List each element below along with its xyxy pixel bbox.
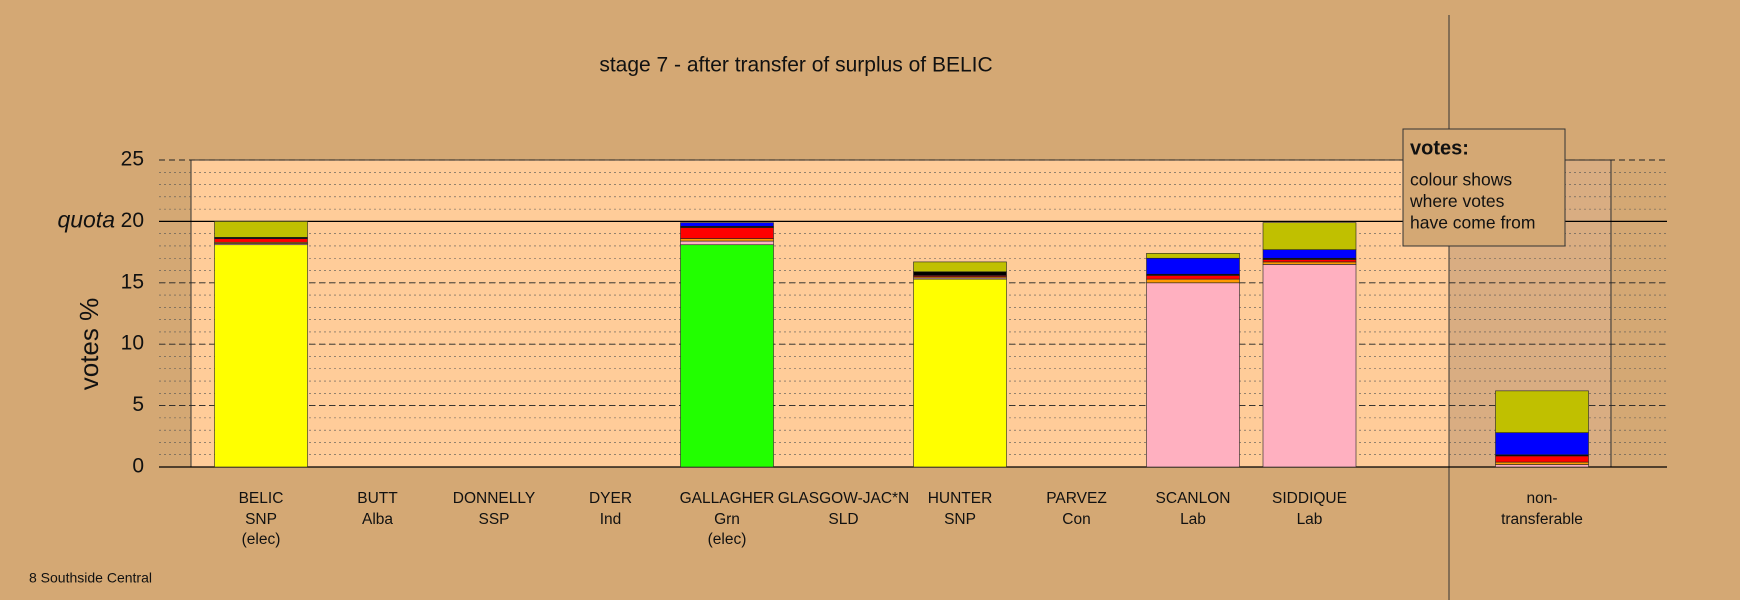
x-tick-label: non- xyxy=(1526,490,1557,507)
bar-segment xyxy=(1262,261,1357,265)
legend-text: where votes xyxy=(1409,191,1505,211)
bar-segment xyxy=(680,244,774,468)
x-tick-label: BUTT xyxy=(357,490,398,507)
party-label: SSP xyxy=(478,511,509,528)
footer: 8 Southside Central xyxy=(29,570,152,586)
bar-segment xyxy=(680,227,774,239)
party-label: Lab xyxy=(1297,511,1323,528)
bar-segment xyxy=(1146,275,1240,280)
bar-segment xyxy=(1495,464,1589,468)
party-label: transferable xyxy=(1501,511,1583,528)
status-label: (elec) xyxy=(708,531,747,548)
bar-segment xyxy=(680,222,774,227)
y-axis-label: votes % xyxy=(74,298,104,391)
bar-segment xyxy=(1146,253,1240,259)
bar-segment xyxy=(1262,249,1357,259)
party-label: SLD xyxy=(828,511,858,528)
party-label: Con xyxy=(1062,511,1090,528)
bar-segment xyxy=(1495,455,1589,463)
bar-segment xyxy=(214,244,308,468)
x-tick-label: SCANLON xyxy=(1156,490,1231,507)
party-label: SNP xyxy=(245,511,277,528)
chart-title: stage 7 - after transfer of surplus of B… xyxy=(599,54,992,77)
legend-text: have come from xyxy=(1410,213,1535,233)
bar-segment xyxy=(1262,264,1357,468)
party-label: SNP xyxy=(944,511,976,528)
quota-label: quota xyxy=(57,206,115,232)
x-tick-label: SIDDIQUE xyxy=(1272,490,1347,507)
bar-segment xyxy=(1262,259,1357,263)
bar-segment xyxy=(913,271,1007,276)
y-tick-label: 15 xyxy=(121,270,144,293)
party-label: Alba xyxy=(362,511,393,528)
status-label: (elec) xyxy=(242,531,281,548)
plot-box xyxy=(190,159,1612,468)
bar-segment xyxy=(1495,461,1589,465)
bar-segment xyxy=(1146,257,1240,275)
x-tick-label: HUNTER xyxy=(928,490,993,507)
party-label: Grn xyxy=(714,511,740,528)
legend-text: colour shows xyxy=(1410,170,1512,190)
x-tick-label: BELIC xyxy=(239,490,284,507)
legend-title: votes: xyxy=(1410,137,1469,159)
y-tick-label: 25 xyxy=(121,148,144,171)
x-tick-label: PARVEZ xyxy=(1046,490,1107,507)
y-tick-label: 0 xyxy=(132,455,144,478)
bar-segment xyxy=(214,238,308,243)
x-tick-label: GLASGOW-JAC*N xyxy=(778,490,910,507)
bar-segment xyxy=(1146,282,1240,468)
bar-segment xyxy=(680,240,774,246)
party-label: Ind xyxy=(600,511,622,528)
legend-box xyxy=(1402,128,1566,247)
bar-segment xyxy=(680,238,774,242)
bar-segment xyxy=(214,221,308,238)
y-tick-label: 5 xyxy=(132,393,144,416)
bar-segment xyxy=(913,278,1007,468)
bar-segment xyxy=(1495,432,1589,456)
bar-segment xyxy=(1146,278,1240,284)
x-tick-label: GALLAGHER xyxy=(680,490,775,507)
y-tick-label: 10 xyxy=(121,332,144,355)
x-tick-label: DYER xyxy=(589,490,632,507)
x-tick-label: DONNELLY xyxy=(453,490,535,507)
bar-segment xyxy=(913,261,1007,273)
y-tick-label: 20 xyxy=(121,209,144,232)
party-label: Lab xyxy=(1180,511,1206,528)
bar-segment xyxy=(1262,222,1357,250)
bar-segment xyxy=(1495,390,1589,433)
